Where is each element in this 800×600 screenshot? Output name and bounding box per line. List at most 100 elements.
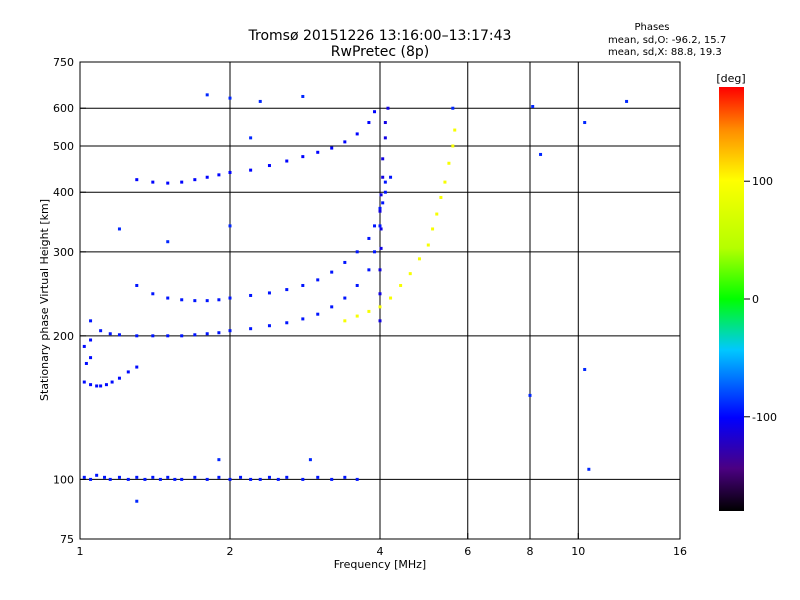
- echo-point: [95, 384, 99, 388]
- echo-point: [316, 475, 320, 479]
- echo-point: [583, 367, 587, 371]
- echo-point: [367, 121, 371, 125]
- echo-point: [135, 365, 139, 369]
- echo-point: [84, 361, 88, 365]
- echo-point: [249, 327, 253, 331]
- echo-point: [383, 180, 387, 184]
- echo-point: [378, 292, 382, 296]
- echo-point: [239, 475, 243, 479]
- y-tick-label: 400: [53, 186, 74, 199]
- echo-point: [379, 193, 383, 197]
- echo-point: [383, 136, 387, 140]
- x-axis-label: Frequency [MHz]: [334, 558, 426, 571]
- echo-point: [143, 477, 147, 481]
- echo-point: [301, 283, 305, 287]
- echo-point: [367, 309, 371, 313]
- echo-point: [389, 296, 393, 300]
- echo-point: [408, 272, 412, 276]
- colorbar-tick-label: 0: [752, 293, 759, 306]
- echo-point: [151, 180, 155, 184]
- echo-point: [180, 298, 184, 302]
- echo-point: [355, 132, 359, 136]
- echo-point: [166, 181, 170, 185]
- echo-point: [89, 383, 93, 387]
- echo-point: [82, 475, 86, 479]
- echo-point: [439, 195, 443, 199]
- x-tick-label: 6: [464, 545, 471, 558]
- echo-point: [355, 250, 359, 254]
- echo-point: [205, 477, 209, 481]
- y-tick-label: 500: [53, 140, 74, 153]
- echo-point: [228, 329, 232, 333]
- echo-point: [193, 178, 197, 182]
- echo-point: [381, 201, 385, 205]
- echo-point: [285, 159, 289, 163]
- echo-point: [355, 283, 359, 287]
- echo-point: [217, 298, 221, 302]
- echo-point: [343, 475, 347, 479]
- echo-point: [89, 356, 93, 360]
- echo-point: [228, 296, 232, 300]
- echo-point: [82, 380, 86, 384]
- echo-point: [447, 161, 451, 165]
- echo-point: [166, 475, 170, 479]
- y-tick-label: 600: [53, 102, 74, 115]
- echo-point: [180, 180, 184, 184]
- echo-point: [330, 477, 334, 481]
- echo-point: [381, 175, 385, 179]
- echo-point: [451, 144, 455, 148]
- echo-point: [180, 334, 184, 338]
- echo-point: [249, 293, 253, 297]
- echo-point: [108, 477, 112, 481]
- echo-point: [383, 121, 387, 125]
- echo-point: [110, 380, 114, 384]
- echo-point: [228, 477, 232, 481]
- echo-point: [205, 332, 209, 336]
- echo-point: [173, 477, 177, 481]
- echo-point: [135, 178, 139, 182]
- echo-point: [381, 157, 385, 161]
- echo-point: [217, 475, 221, 479]
- x-tick-label: 8: [527, 545, 534, 558]
- echo-point: [95, 473, 99, 477]
- echo-point: [135, 334, 139, 338]
- echo-point: [539, 152, 543, 156]
- echo-point: [378, 209, 382, 213]
- echo-point: [151, 334, 155, 338]
- stats-line-o: mean, sd,O: -96.2, 15.7: [608, 35, 726, 46]
- echo-point: [217, 331, 221, 335]
- stats-heading: Phases: [634, 22, 669, 33]
- echo-point: [399, 283, 403, 287]
- echo-point: [301, 317, 305, 321]
- echo-point: [330, 146, 334, 150]
- echo-point: [151, 475, 155, 479]
- echo-point: [316, 150, 320, 154]
- echo-point: [379, 227, 383, 231]
- echo-point: [166, 334, 170, 338]
- echo-point: [135, 283, 139, 287]
- echo-point: [367, 268, 371, 272]
- echo-point: [217, 173, 221, 177]
- echo-point: [126, 477, 130, 481]
- echo-point: [378, 305, 382, 309]
- echo-point: [389, 175, 393, 179]
- chart-subtitle: RwPretec (8p): [331, 44, 429, 60]
- echo-point: [379, 246, 383, 250]
- chart-title: Tromsø 20151226 13:16:00–13:17:43: [248, 28, 512, 44]
- echo-point: [166, 240, 170, 244]
- echo-point: [228, 170, 232, 174]
- echo-point: [587, 467, 591, 471]
- echo-point: [249, 477, 253, 481]
- echo-point: [205, 299, 209, 303]
- echo-point: [355, 314, 359, 318]
- echo-point: [301, 94, 305, 98]
- colorbar-ticks: 100 0 -100: [744, 175, 777, 424]
- y-tick-label: 750: [53, 56, 74, 69]
- echo-point: [135, 499, 139, 503]
- echo-point: [117, 227, 121, 231]
- echo-point: [228, 96, 232, 100]
- echo-point: [373, 250, 377, 254]
- echo-point: [378, 268, 382, 272]
